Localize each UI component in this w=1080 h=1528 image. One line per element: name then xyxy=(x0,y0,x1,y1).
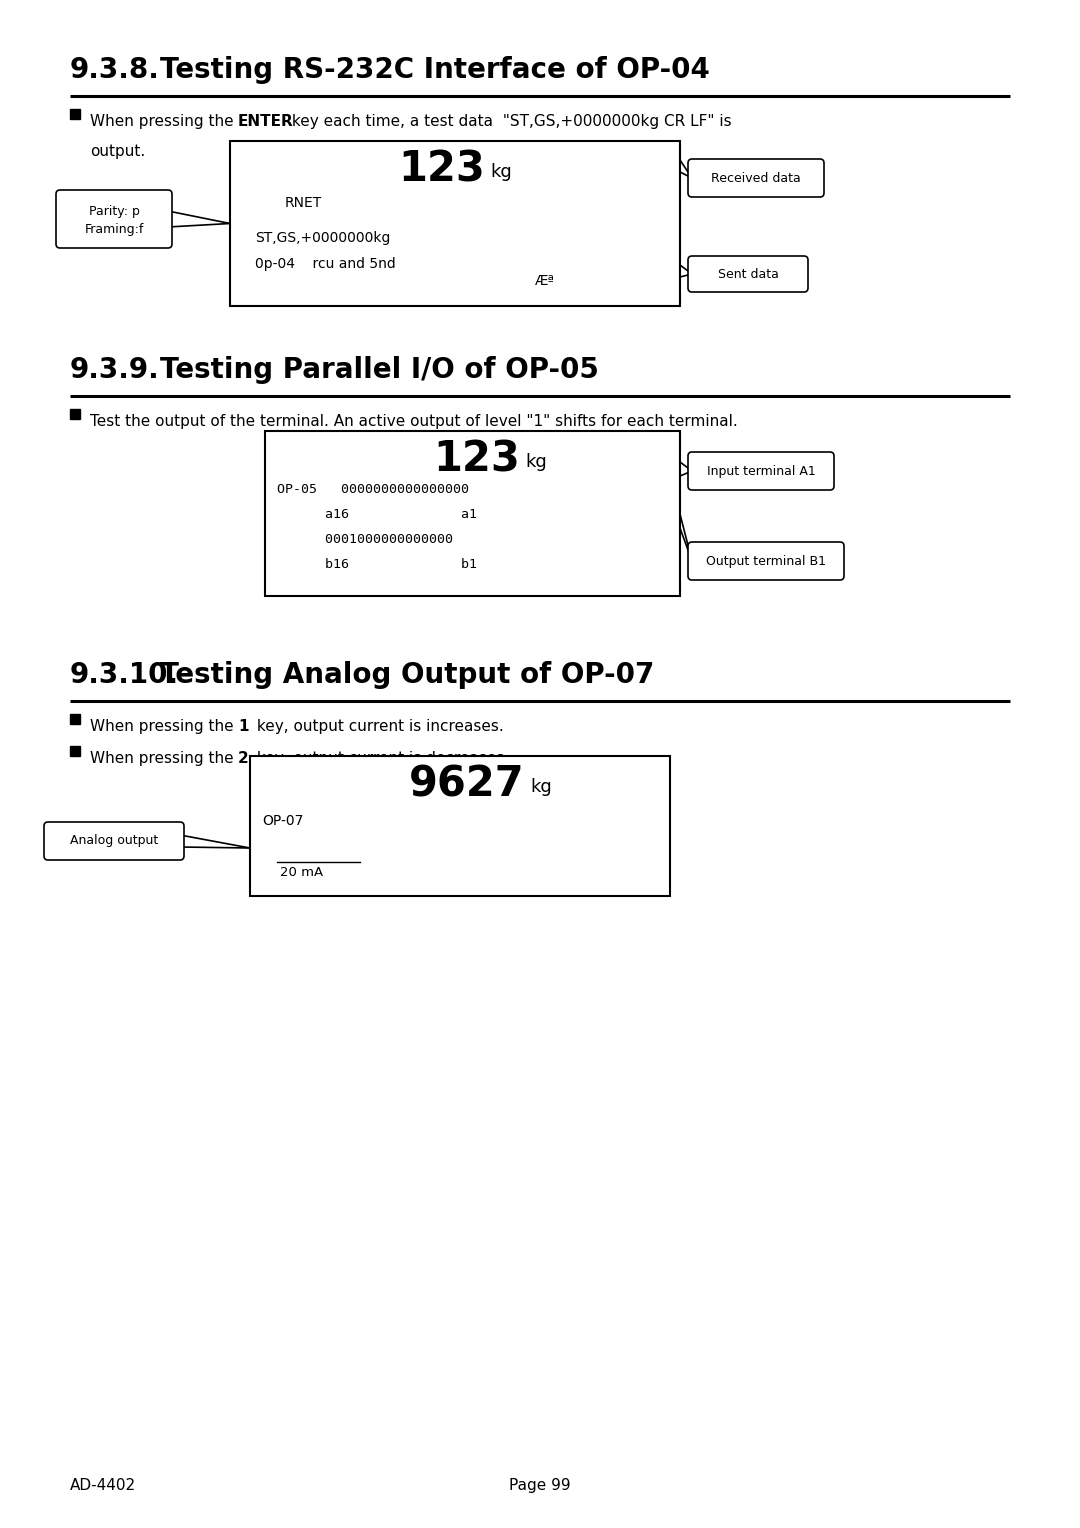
FancyBboxPatch shape xyxy=(688,452,834,490)
FancyBboxPatch shape xyxy=(688,159,824,197)
Bar xyxy=(70,746,80,756)
Text: OP-05   0000000000000000: OP-05 0000000000000000 xyxy=(276,483,469,497)
FancyBboxPatch shape xyxy=(56,189,172,248)
Text: Received data: Received data xyxy=(711,171,801,185)
Text: AD-4402: AD-4402 xyxy=(70,1478,136,1493)
Text: kg: kg xyxy=(490,163,512,180)
Bar xyxy=(249,756,670,895)
Text: Test the output of the terminal. An active output of level "1" shifts for each t: Test the output of the terminal. An acti… xyxy=(90,414,738,429)
Text: Analog output: Analog output xyxy=(70,834,158,848)
Text: 123: 123 xyxy=(399,150,485,191)
Bar xyxy=(70,108,80,119)
Text: 1: 1 xyxy=(238,720,248,733)
Text: Framing:f: Framing:f xyxy=(84,223,144,235)
Bar xyxy=(230,141,680,306)
Text: 123: 123 xyxy=(433,439,519,481)
Text: 9627: 9627 xyxy=(409,764,525,805)
Text: Sent data: Sent data xyxy=(717,267,779,281)
Text: kg: kg xyxy=(525,452,546,471)
Text: Parity: p: Parity: p xyxy=(89,205,139,217)
Bar xyxy=(70,714,80,724)
Text: OP-07: OP-07 xyxy=(262,814,303,828)
Text: When pressing the: When pressing the xyxy=(90,720,239,733)
FancyBboxPatch shape xyxy=(688,542,843,581)
Text: key, output current is decreases.: key, output current is decreases. xyxy=(252,750,509,766)
Text: Æª: Æª xyxy=(535,274,555,287)
Text: a16              a1: a16 a1 xyxy=(276,507,477,521)
FancyBboxPatch shape xyxy=(688,257,808,292)
Text: kg: kg xyxy=(530,778,552,796)
Text: output.: output. xyxy=(90,144,145,159)
Text: 9.3.8.: 9.3.8. xyxy=(70,57,160,84)
Text: 20 mA: 20 mA xyxy=(280,866,323,879)
Text: RNET: RNET xyxy=(285,196,322,209)
Text: Testing RS-232C Interface of OP-04: Testing RS-232C Interface of OP-04 xyxy=(160,57,710,84)
Text: Testing Analog Output of OP-07: Testing Analog Output of OP-07 xyxy=(160,662,654,689)
Text: key each time, a test data  "ST,GS,+0000000kg CR LF" is: key each time, a test data "ST,GS,+00000… xyxy=(287,115,731,128)
FancyBboxPatch shape xyxy=(44,822,184,860)
Text: 9.3.10.: 9.3.10. xyxy=(70,662,179,689)
Text: When pressing the: When pressing the xyxy=(90,750,239,766)
Text: 0p-04    rcu and 5nd: 0p-04 rcu and 5nd xyxy=(255,257,395,270)
Text: Testing Parallel I/O of OP-05: Testing Parallel I/O of OP-05 xyxy=(160,356,599,384)
Text: Page 99: Page 99 xyxy=(509,1478,571,1493)
Text: key, output current is increases.: key, output current is increases. xyxy=(252,720,503,733)
Bar xyxy=(70,410,80,419)
Text: Output terminal B1: Output terminal B1 xyxy=(706,555,826,567)
Text: b16              b1: b16 b1 xyxy=(276,558,477,571)
Bar xyxy=(265,431,680,596)
Text: 9.3.9.: 9.3.9. xyxy=(70,356,160,384)
Text: Input terminal A1: Input terminal A1 xyxy=(706,465,815,478)
Text: 2: 2 xyxy=(238,750,248,766)
Text: ST,GS,+0000000kg: ST,GS,+0000000kg xyxy=(255,231,390,244)
Text: ENTER: ENTER xyxy=(238,115,294,128)
Text: 0001000000000000: 0001000000000000 xyxy=(276,533,453,545)
Text: When pressing the: When pressing the xyxy=(90,115,239,128)
